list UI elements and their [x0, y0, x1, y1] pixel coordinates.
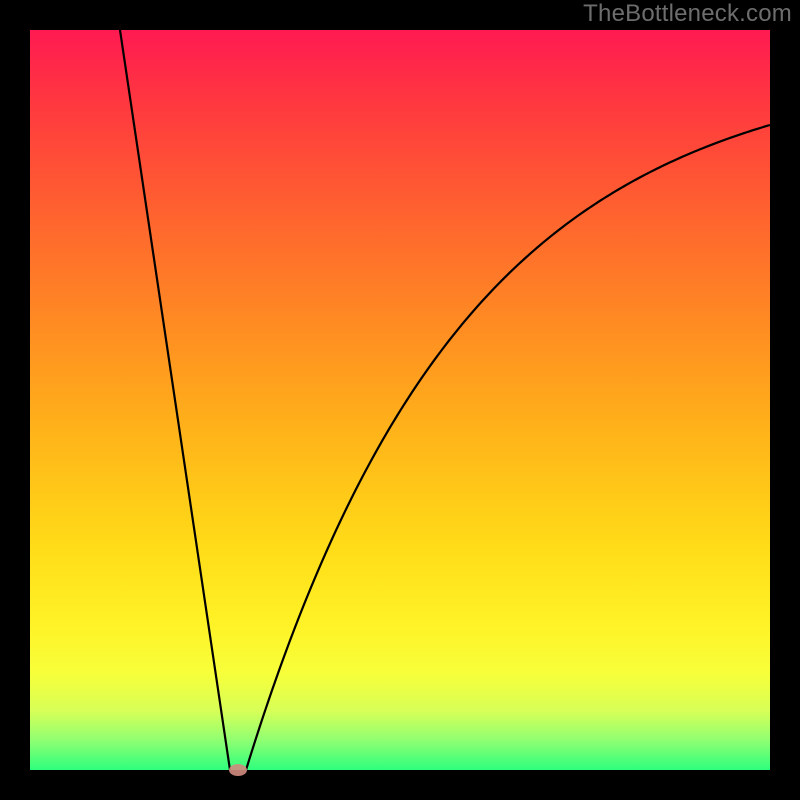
min-marker [229, 764, 247, 776]
plot-area [30, 30, 770, 770]
chart-container: TheBottleneck.com [0, 0, 800, 800]
bottleneck-chart [0, 0, 800, 800]
